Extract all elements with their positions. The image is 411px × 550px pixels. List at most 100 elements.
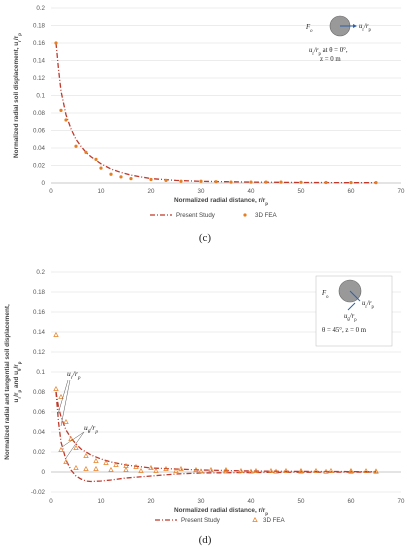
x-tick-label: 20 [148, 498, 155, 505]
fea-point [103, 459, 109, 465]
fea-point [119, 175, 123, 179]
annotation-leader-line [57, 379, 69, 415]
y-tick-label: 0.02 [33, 163, 46, 170]
fea-point [83, 465, 89, 471]
legend-label-fea: 3D FEA [255, 212, 278, 219]
fea-point [313, 467, 319, 473]
fea-point [129, 177, 133, 181]
fea-point [348, 468, 354, 474]
fea-point [238, 467, 244, 473]
y-tick-label: 0.02 [33, 449, 46, 456]
tangential-arrow-icon [347, 302, 356, 311]
legend-marker-fea [252, 516, 258, 522]
x-tick-label: 0 [49, 188, 53, 195]
legend-label-fea: 3D FEA [263, 517, 286, 524]
fea-point [229, 180, 233, 184]
y-tick-label: 0.18 [33, 289, 46, 296]
inset-condition-line2: z = 0 m [320, 56, 341, 63]
y-axis-label-line1: Normalized radial and tangential soil di… [4, 304, 11, 460]
fea-point [84, 150, 88, 154]
fea-point [253, 467, 259, 473]
fea-point [199, 179, 203, 183]
annotation-leader-line [65, 431, 85, 459]
x-tick-label: 60 [348, 188, 355, 195]
fea-point [73, 464, 79, 470]
x-tick-label: 30 [198, 188, 205, 195]
x-tick-label: 70 [398, 188, 405, 195]
x-tick-label: 20 [148, 188, 155, 195]
y-tick-label: 0.08 [33, 389, 46, 396]
y-tick-label: 0.08 [33, 110, 46, 117]
fea-point [273, 468, 279, 474]
inset-force-label: Fo [321, 290, 329, 300]
x-tick-label: 30 [198, 498, 205, 505]
fea-point [123, 466, 129, 472]
annotation-radial: ur/rp [67, 369, 81, 381]
fea-point [223, 468, 229, 474]
fea-point [283, 467, 289, 473]
x-axis-label: Normalized radial distance, r/rp [174, 197, 268, 206]
y-tick-label: 0.14 [33, 329, 46, 336]
fea-point [113, 461, 119, 467]
series-line-present-study [55, 42, 376, 184]
y-tick-label: 0.04 [33, 429, 46, 436]
y-tick-label: 0.2 [36, 5, 45, 12]
fea-point [193, 466, 199, 472]
annotation-tangential: uθ/rp [84, 423, 98, 435]
fea-point [173, 467, 179, 473]
inset-tangential-label: uθ/rp [344, 313, 357, 323]
x-tick-label: 50 [298, 188, 305, 195]
inset-condition-line1: ur/rp at θ = 0°, [309, 47, 348, 57]
fea-point [298, 468, 304, 474]
y-tick-label: 0.16 [33, 40, 46, 47]
fea-point [178, 465, 184, 471]
legend-label-present-study: Present Study [176, 212, 216, 219]
legend-marker-fea [243, 213, 247, 217]
series-line-tangential [55, 391, 377, 483]
y-tick-label: 0 [42, 469, 46, 476]
fea-point [223, 466, 229, 472]
annotation-leader-line [61, 431, 85, 448]
fea-point [299, 180, 303, 184]
fea-point [64, 118, 68, 122]
y-tick-label: 0.18 [33, 23, 46, 30]
chart-panel-c: 0 0.02 0.04 0.06 0.08 0.1 0.12 0.14 0.16 0.18 0.2 0… [13, 5, 405, 244]
y-axis-label: Normalized radial soil displacement, ur/… [13, 33, 22, 158]
fea-point [214, 180, 218, 184]
y-tick-label: -0.02 [31, 489, 46, 496]
fea-point [99, 166, 103, 170]
annotation-leader-line [60, 379, 71, 427]
fea-point [163, 465, 169, 471]
y-tick-label: 0.12 [33, 75, 46, 82]
y-tick-label: 0.16 [33, 309, 46, 316]
fea-point [264, 180, 268, 184]
fea-point [363, 468, 369, 474]
y-tick-label: 0.14 [33, 58, 46, 65]
fea-point [93, 457, 99, 463]
y-tick-label: 0.06 [33, 409, 46, 416]
x-tick-label: 10 [98, 188, 105, 195]
fea-point [249, 180, 253, 184]
legend-label-present-study: Present Study [181, 517, 221, 524]
y-tick-label: 0.04 [33, 145, 46, 152]
fea-point [54, 41, 58, 45]
fea-point [179, 179, 183, 183]
x-tick-label: 40 [248, 188, 255, 195]
fea-point [324, 180, 328, 185]
fea-point [93, 465, 99, 471]
y-tick-label: 0 [42, 180, 46, 187]
fea-point [74, 144, 78, 148]
y-axis-label-line2: ur/rp and uθ/rp [13, 361, 22, 402]
fea-point [58, 393, 64, 399]
y-tick-label: 0.12 [33, 349, 46, 356]
fea-point [138, 467, 144, 473]
fea-point [323, 468, 329, 474]
inset-arrow-label: ur/rp [359, 23, 372, 33]
fea-point [68, 435, 74, 441]
fea-point [63, 418, 69, 424]
fea-point [94, 157, 98, 161]
fea-point [198, 468, 204, 474]
inset-radial-label: ur/rp [362, 300, 375, 310]
x-tick-label: 70 [398, 498, 405, 505]
